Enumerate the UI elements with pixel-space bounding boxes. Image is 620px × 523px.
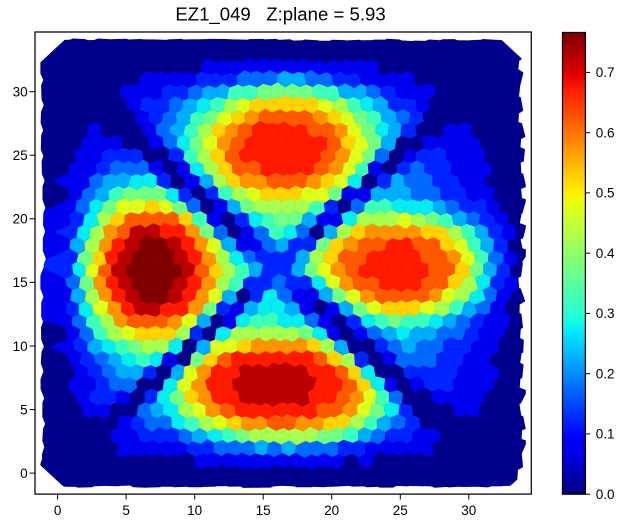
svg-text:30: 30 (13, 85, 28, 100)
svg-text:0.5: 0.5 (596, 186, 615, 201)
svg-text:0.1: 0.1 (596, 427, 615, 442)
svg-text:15: 15 (13, 275, 28, 290)
svg-text:0.4: 0.4 (596, 246, 615, 261)
svg-text:5: 5 (20, 402, 28, 417)
svg-text:30: 30 (461, 503, 476, 518)
svg-text:0.2: 0.2 (596, 367, 615, 382)
svg-text:0: 0 (20, 466, 28, 481)
svg-text:0.6: 0.6 (596, 126, 615, 141)
svg-text:5: 5 (122, 503, 130, 518)
svg-text:15: 15 (256, 503, 271, 518)
svg-text:EZ1_049 Z:plane = 5.93: EZ1_049 Z:plane = 5.93 (175, 4, 385, 26)
svg-text:20: 20 (13, 212, 28, 227)
svg-text:10: 10 (13, 339, 28, 354)
svg-text:10: 10 (187, 503, 202, 518)
svg-text:20: 20 (324, 503, 339, 518)
svg-text:0.7: 0.7 (596, 65, 615, 80)
svg-text:0.3: 0.3 (596, 306, 615, 321)
svg-text:25: 25 (13, 148, 28, 163)
svg-text:0.0: 0.0 (596, 487, 615, 502)
svg-text:0: 0 (54, 503, 62, 518)
svg-text:25: 25 (393, 503, 408, 518)
